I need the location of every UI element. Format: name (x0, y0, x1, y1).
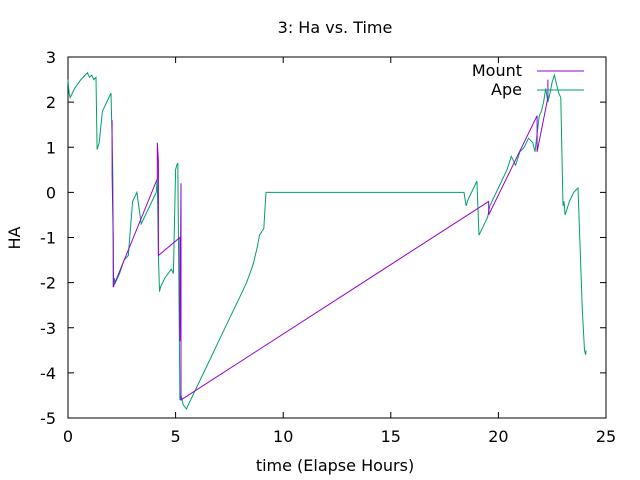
legend-label-ape: Ape (491, 80, 522, 99)
y-tick-label: 2 (46, 93, 56, 112)
x-tick-label: 0 (63, 427, 73, 446)
series-lines (67, 71, 587, 410)
y-tick-label: -4 (40, 364, 56, 383)
x-tick-label: 10 (273, 427, 293, 446)
y-tick-label: -5 (40, 409, 56, 428)
ape-series-line (67, 71, 587, 410)
legend-label-mount: Mount (472, 61, 522, 80)
x-tick-label: 5 (171, 427, 181, 446)
y-tick-label: 3 (46, 48, 56, 67)
plot-frame (67, 56, 607, 419)
x-tick-label: 15 (381, 427, 401, 446)
y-tick-label: 1 (46, 138, 56, 157)
y-axis-label: HA (5, 226, 24, 249)
x-tick-label: 25 (596, 427, 616, 446)
mount-series-line (111, 79, 549, 401)
y-tick-label: -2 (40, 274, 56, 293)
y-tick-label: -1 (40, 229, 56, 248)
y-tick-label: -3 (40, 319, 56, 338)
chart-title: 3: Ha vs. Time (278, 18, 393, 37)
y-tick-label: 0 (46, 183, 56, 202)
x-axis-label: time (Elapse Hours) (256, 456, 414, 475)
x-tick-label: 20 (488, 427, 508, 446)
